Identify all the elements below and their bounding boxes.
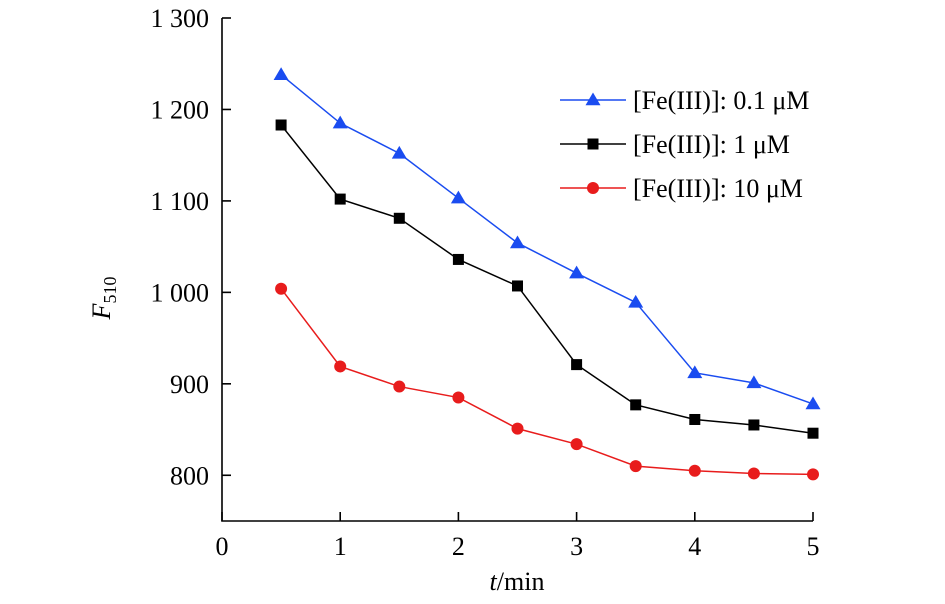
y-axis-variable: F xyxy=(87,302,116,320)
axis-titles: t/min F510 xyxy=(87,277,544,596)
data-point xyxy=(807,427,819,439)
data-point xyxy=(746,375,762,389)
y-axis-title: F510 xyxy=(87,277,120,321)
data-point xyxy=(512,280,523,292)
y-tick-label: 1 300 xyxy=(151,4,210,33)
y-tick-label: 900 xyxy=(170,370,209,399)
axes: 800 900 1 000 1 100 1 200 1 300 0 1 2 3 4 5 xyxy=(151,4,820,561)
legend-marker xyxy=(587,182,599,194)
data-point xyxy=(450,190,466,204)
x-axis-variable: t xyxy=(490,567,498,596)
data-point xyxy=(391,145,407,159)
data-point xyxy=(334,193,346,205)
series-3 xyxy=(275,282,819,481)
series-1 xyxy=(273,67,821,410)
plot-area xyxy=(273,67,821,481)
x-tick-label: 5 xyxy=(807,532,820,561)
data-point xyxy=(807,468,819,481)
data-point xyxy=(805,396,821,410)
data-point xyxy=(748,419,760,431)
legend-marker xyxy=(587,138,599,150)
y-axis-subscript: 510 xyxy=(100,277,120,304)
data-point xyxy=(452,253,464,265)
data-point xyxy=(275,119,287,131)
x-axis-unit: /min xyxy=(497,567,545,596)
x-tick-label: 1 xyxy=(334,532,347,561)
x-tick-label: 4 xyxy=(688,532,701,561)
data-point xyxy=(571,359,583,371)
data-point xyxy=(687,365,703,379)
x-tick-label: 0 xyxy=(216,532,229,561)
data-point xyxy=(569,265,585,279)
y-tick-label: 1 000 xyxy=(151,278,210,307)
data-point xyxy=(393,212,405,224)
data-point xyxy=(393,380,406,393)
data-point xyxy=(334,360,347,373)
data-point xyxy=(510,235,525,249)
y-tick-label: 800 xyxy=(170,461,209,490)
legend-marker xyxy=(585,92,601,106)
legend-label: [Fe(III)]: 0.1 μM xyxy=(633,86,809,115)
data-point xyxy=(332,115,348,129)
x-axis-title: t/min xyxy=(490,567,545,596)
legend-label: [Fe(III)]: 1 μM xyxy=(633,130,790,159)
x-tick-label: 2 xyxy=(452,532,465,561)
data-point xyxy=(688,464,701,477)
data-point xyxy=(689,413,701,425)
legend-item-1: [Fe(III)]: 0.1 μM xyxy=(560,86,809,115)
series-line xyxy=(280,124,814,434)
series-line xyxy=(280,288,814,476)
x-tick-label: 3 xyxy=(570,532,583,561)
legend-item-2: [Fe(III)]: 1 μM xyxy=(560,130,790,159)
data-point xyxy=(628,294,644,308)
data-point xyxy=(452,391,465,404)
data-point xyxy=(629,460,642,473)
legend-label: [Fe(III)]: 10 μM xyxy=(633,174,803,203)
data-point xyxy=(275,282,288,295)
y-tick-label: 1 200 xyxy=(151,95,210,124)
data-point xyxy=(747,467,760,480)
data-point xyxy=(630,399,642,411)
series-2 xyxy=(275,119,819,439)
series-line xyxy=(280,74,814,405)
data-point xyxy=(511,422,524,435)
data-point xyxy=(273,67,289,80)
data-point xyxy=(570,438,583,451)
legend: [Fe(III)]: 0.1 μM [Fe(III)]: 1 μM [Fe(III)… xyxy=(560,86,809,203)
legend-item-3: [Fe(III)]: 10 μM xyxy=(560,174,803,203)
y-tick-label: 1 100 xyxy=(151,187,210,216)
